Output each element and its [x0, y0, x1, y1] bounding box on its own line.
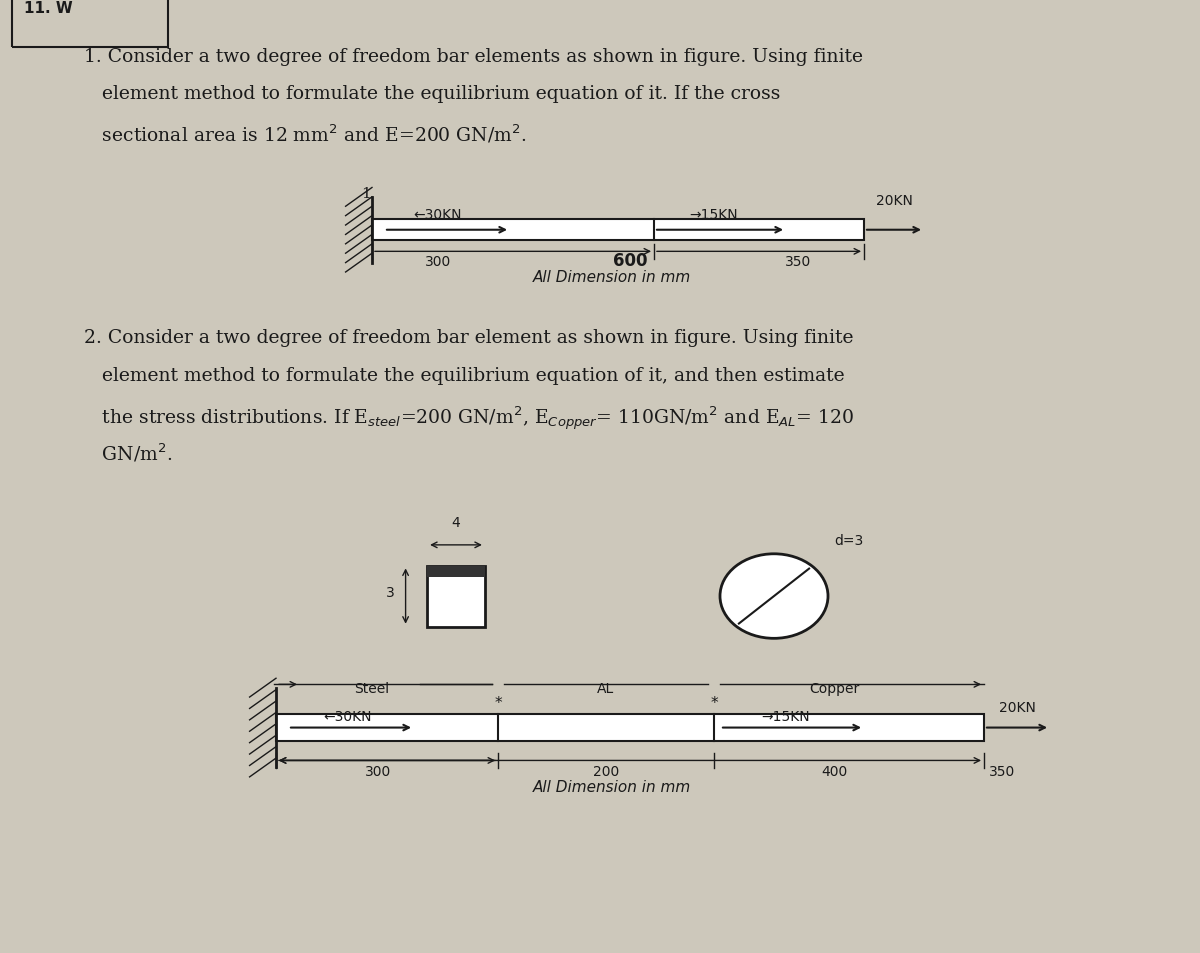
Text: Copper: Copper: [809, 681, 859, 695]
Text: All Dimension in mm: All Dimension in mm: [533, 780, 691, 795]
Text: ←30KN: ←30KN: [414, 209, 462, 222]
Text: →15KN: →15KN: [762, 709, 810, 723]
Text: element method to formulate the equilibrium equation of it. If the cross: element method to formulate the equilibr…: [84, 85, 780, 103]
Text: *: *: [494, 695, 502, 710]
Text: element method to formulate the equilibrium equation of it, and then estimate: element method to formulate the equilibr…: [84, 367, 845, 384]
Bar: [12, 0, 168, 48]
Text: All Dimension in mm: All Dimension in mm: [533, 270, 691, 285]
Text: 400: 400: [821, 763, 847, 778]
Text: AL: AL: [598, 681, 614, 695]
Text: 600: 600: [613, 253, 647, 270]
Bar: [372, 220, 864, 241]
Text: 4: 4: [451, 515, 461, 529]
Text: →15KN: →15KN: [690, 209, 738, 222]
Text: 11. W: 11. W: [24, 1, 73, 15]
Text: 200: 200: [593, 763, 619, 778]
Text: the stress distributions. If E$_{steel}$=200 GN/m$^2$, E$_{Copper}$= 110GN/m$^2$: the stress distributions. If E$_{steel}$…: [84, 404, 854, 432]
Text: ←30KN: ←30KN: [324, 709, 372, 723]
Text: 1: 1: [361, 187, 371, 201]
Text: 3: 3: [385, 585, 395, 599]
Text: 300: 300: [425, 255, 451, 269]
Text: sectional area is 12 mm$^2$ and E=200 GN/m$^2$.: sectional area is 12 mm$^2$ and E=200 GN…: [84, 123, 527, 145]
Text: 20KN: 20KN: [1000, 700, 1036, 714]
Text: 350: 350: [989, 763, 1015, 778]
Text: Steel: Steel: [354, 681, 390, 695]
Text: *: *: [710, 695, 718, 710]
Text: GN/m$^2$.: GN/m$^2$.: [84, 441, 173, 464]
Text: 1. Consider a two degree of freedom bar elements as shown in figure. Using finit: 1. Consider a two degree of freedom bar …: [84, 48, 863, 66]
Circle shape: [720, 555, 828, 639]
Text: 20KN: 20KN: [876, 194, 912, 208]
Text: d=3: d=3: [834, 534, 863, 548]
Bar: [427, 566, 485, 578]
Bar: [427, 566, 485, 627]
Text: 2. Consider a two degree of freedom bar element as shown in figure. Using finite: 2. Consider a two degree of freedom bar …: [84, 329, 853, 347]
Bar: [276, 715, 984, 740]
Text: 300: 300: [365, 763, 391, 778]
Text: 350: 350: [785, 255, 811, 269]
